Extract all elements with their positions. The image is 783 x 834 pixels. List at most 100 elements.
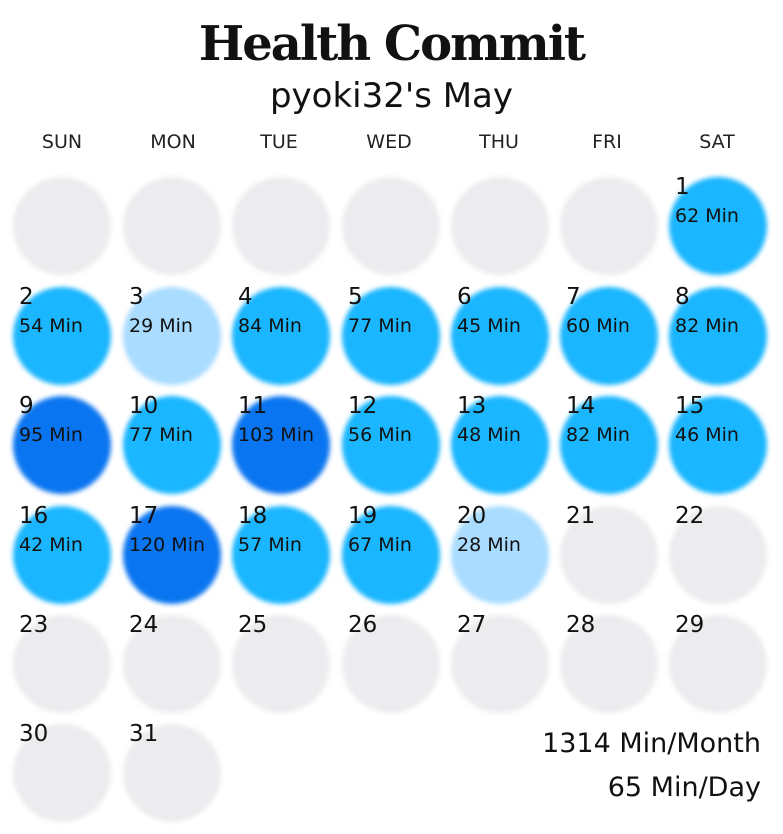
activity-bubble bbox=[232, 396, 330, 494]
activity-bubble bbox=[13, 177, 111, 275]
calendar-day-2: 2 54 Min bbox=[7, 281, 117, 390]
day-minutes: 54 Min bbox=[19, 315, 83, 337]
calendar-day-30: 30 bbox=[7, 718, 117, 827]
day-minutes: 48 Min bbox=[457, 424, 521, 446]
day-minutes: 45 Min bbox=[457, 315, 521, 337]
activity-bubble bbox=[451, 177, 549, 275]
calendar-day-13: 13 48 Min bbox=[445, 390, 555, 499]
weekday-wed: WED bbox=[366, 131, 412, 153]
day-minutes: 57 Min bbox=[238, 534, 302, 556]
day-minutes: 46 Min bbox=[675, 424, 739, 446]
calendar-day-8: 8 82 Min bbox=[663, 281, 773, 390]
activity-bubble bbox=[451, 506, 549, 604]
activity-bubble bbox=[123, 396, 221, 494]
calendar-empty-cell bbox=[336, 171, 446, 280]
day-minutes: 28 Min bbox=[457, 534, 521, 556]
activity-bubble bbox=[13, 615, 111, 713]
day-number: 6 bbox=[457, 284, 472, 310]
day-minutes: 103 Min bbox=[238, 424, 315, 446]
monthly-total: 1314 Min/Month bbox=[542, 728, 761, 759]
activity-bubble bbox=[451, 615, 549, 713]
weekday-thu: THU bbox=[479, 131, 519, 153]
day-minutes: 82 Min bbox=[566, 424, 630, 446]
calendar-day-3: 3 29 Min bbox=[117, 281, 227, 390]
day-minutes: 42 Min bbox=[19, 534, 83, 556]
calendar-day-14: 14 82 Min bbox=[554, 390, 664, 499]
day-number: 13 bbox=[457, 393, 487, 419]
day-minutes: 29 Min bbox=[129, 315, 193, 337]
day-number: 24 bbox=[129, 612, 159, 638]
daily-average: 65 Min/Day bbox=[607, 772, 761, 803]
activity-bubble bbox=[13, 724, 111, 822]
calendar-day-25: 25 bbox=[226, 609, 336, 718]
day-minutes: 77 Min bbox=[129, 424, 193, 446]
activity-bubble bbox=[123, 724, 221, 822]
calendar-day-15: 15 46 Min bbox=[663, 390, 773, 499]
calendar-empty-cell bbox=[554, 171, 664, 280]
day-minutes: 67 Min bbox=[348, 534, 412, 556]
activity-bubble bbox=[669, 615, 767, 713]
activity-bubble bbox=[451, 396, 549, 494]
activity-bubble bbox=[13, 506, 111, 604]
activity-bubble bbox=[560, 177, 658, 275]
day-number: 30 bbox=[19, 721, 49, 747]
calendar-day-17: 17 120 Min bbox=[117, 500, 227, 609]
activity-bubble bbox=[451, 287, 549, 385]
calendar-day-18: 18 57 Min bbox=[226, 500, 336, 609]
day-minutes: 77 Min bbox=[348, 315, 412, 337]
activity-bubble bbox=[232, 506, 330, 604]
activity-bubble bbox=[13, 287, 111, 385]
day-number: 3 bbox=[129, 284, 144, 310]
calendar-day-4: 4 84 Min bbox=[226, 281, 336, 390]
activity-bubble bbox=[123, 506, 221, 604]
calendar-day-12: 12 56 Min bbox=[336, 390, 446, 499]
calendar-day-22: 22 bbox=[663, 500, 773, 609]
activity-bubble bbox=[232, 177, 330, 275]
day-minutes: 120 Min bbox=[129, 534, 206, 556]
day-number: 21 bbox=[566, 503, 596, 529]
activity-bubble bbox=[13, 396, 111, 494]
calendar-day-9: 9 95 Min bbox=[7, 390, 117, 499]
calendar-day-31: 31 bbox=[117, 718, 227, 827]
calendar-day-19: 19 67 Min bbox=[336, 500, 446, 609]
activity-bubble bbox=[342, 615, 440, 713]
day-minutes: 95 Min bbox=[19, 424, 83, 446]
day-number: 23 bbox=[19, 612, 49, 638]
day-number: 28 bbox=[566, 612, 596, 638]
calendar-day-10: 10 77 Min bbox=[117, 390, 227, 499]
calendar-day-23: 23 bbox=[7, 609, 117, 718]
weekday-fri: FRI bbox=[592, 131, 622, 153]
calendar-day-29: 29 bbox=[663, 609, 773, 718]
weekday-sat: SAT bbox=[699, 131, 735, 153]
day-number: 16 bbox=[19, 503, 49, 529]
activity-bubble bbox=[560, 615, 658, 713]
day-number: 10 bbox=[129, 393, 159, 419]
day-number: 4 bbox=[238, 284, 253, 310]
day-number: 1 bbox=[675, 174, 690, 200]
activity-bubble bbox=[669, 506, 767, 604]
calendar-day-11: 11 103 Min bbox=[226, 390, 336, 499]
day-number: 11 bbox=[238, 393, 268, 419]
activity-bubble bbox=[342, 177, 440, 275]
weekday-tue: TUE bbox=[260, 131, 298, 153]
day-minutes: 84 Min bbox=[238, 315, 302, 337]
calendar-empty-cell bbox=[445, 171, 555, 280]
activity-bubble bbox=[560, 396, 658, 494]
activity-bubble bbox=[342, 396, 440, 494]
calendar-day-20: 20 28 Min bbox=[445, 500, 555, 609]
calendar-subtitle: pyoki32's May bbox=[269, 76, 514, 116]
day-number: 2 bbox=[19, 284, 34, 310]
day-number: 17 bbox=[129, 503, 159, 529]
activity-bubble bbox=[232, 615, 330, 713]
calendar-empty-cell bbox=[117, 171, 227, 280]
day-number: 7 bbox=[566, 284, 581, 310]
day-number: 12 bbox=[348, 393, 378, 419]
day-minutes: 60 Min bbox=[566, 315, 630, 337]
day-minutes: 82 Min bbox=[675, 315, 739, 337]
calendar-day-27: 27 bbox=[445, 609, 555, 718]
day-number: 22 bbox=[675, 503, 705, 529]
day-number: 25 bbox=[238, 612, 268, 638]
app-title: Health Commit bbox=[198, 16, 586, 72]
day-number: 5 bbox=[348, 284, 363, 310]
activity-bubble bbox=[123, 177, 221, 275]
